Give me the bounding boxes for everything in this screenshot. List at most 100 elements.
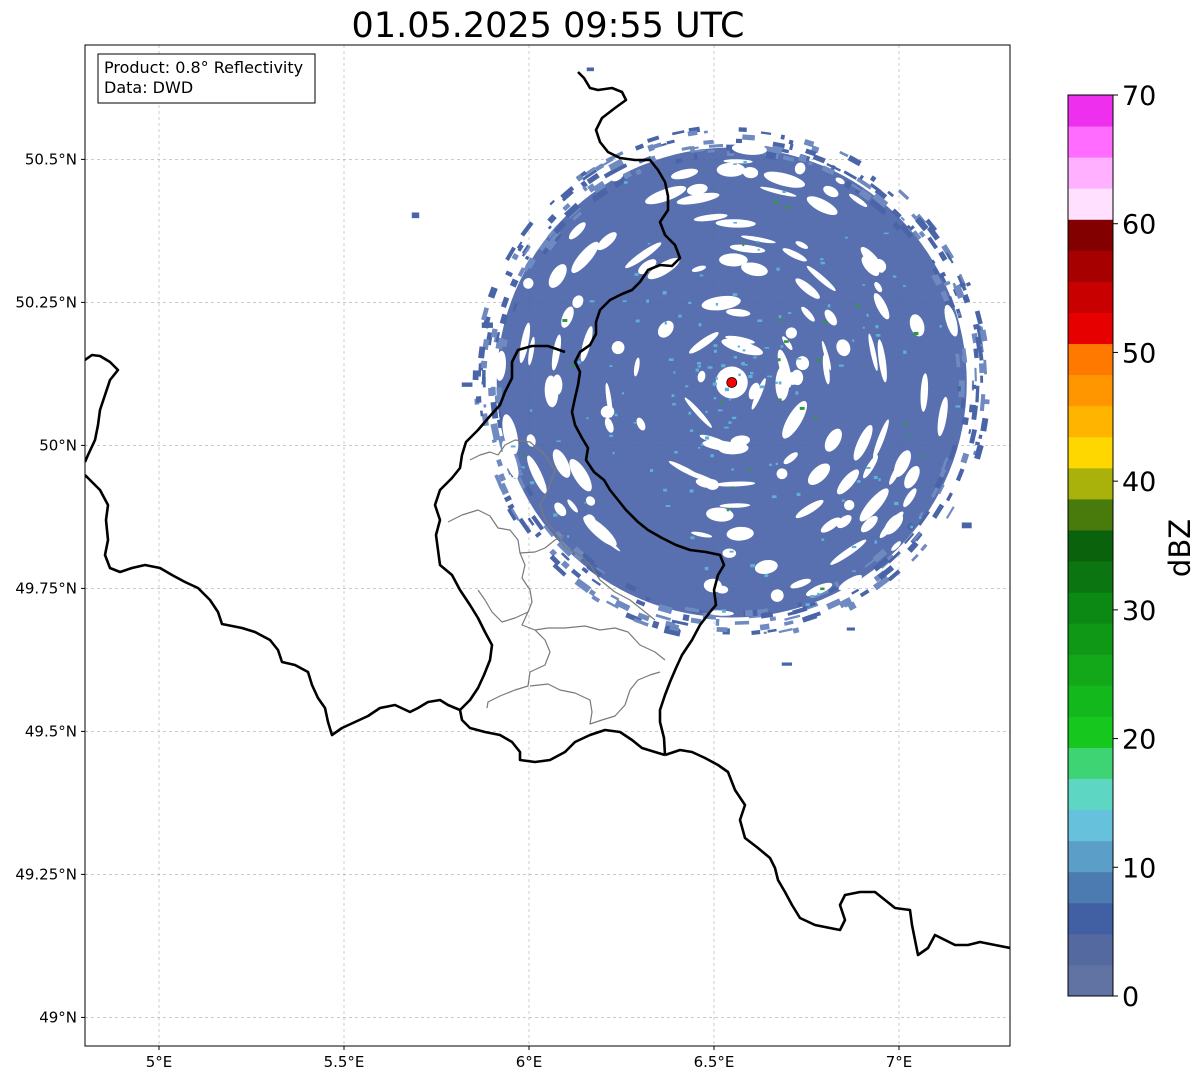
- radar-echo-speck: [918, 516, 922, 519]
- radar-echo-fringe: [562, 202, 571, 212]
- radar-echo-fringe: [925, 218, 938, 232]
- radar-echo-speck: [757, 319, 763, 322]
- colorbar-tick-label: 60: [1122, 210, 1156, 241]
- radar-echo-fringe: [759, 623, 770, 631]
- colorbar-segment: [1068, 312, 1113, 345]
- radar-echo-speck: [894, 501, 899, 506]
- radar-echo-fringe: [605, 156, 614, 164]
- radar-echo-fringe: [968, 429, 972, 435]
- radar-echo-gap: [526, 434, 536, 447]
- radar-echo-fringe: [974, 445, 982, 457]
- radar-echo-speck: [778, 381, 782, 385]
- radar-echo-fringe: [494, 395, 502, 404]
- radar-echo-speck: [712, 382, 717, 386]
- radar-echo-speck: [903, 285, 906, 287]
- radar-echo-gap: [806, 265, 836, 291]
- radar-echo-gap: [821, 340, 832, 371]
- colorbar-segment: [1068, 529, 1113, 562]
- radar-echo-speck: [684, 385, 689, 388]
- radar-echo-gap: [527, 455, 547, 494]
- radar-echo-gap: [843, 499, 855, 511]
- radar-echo-fringe: [547, 230, 561, 246]
- radar-echo-gap: [571, 241, 599, 274]
- radar-echo-speck: [696, 361, 702, 365]
- radar-echo-fringe: [897, 189, 910, 201]
- radar-echo-gap: [679, 468, 717, 483]
- radar-echo-fringe: [635, 168, 642, 176]
- radar-echo-fringe: [591, 578, 602, 586]
- radar-echo-fringe: [782, 155, 795, 162]
- radar-echo-speck: [688, 411, 692, 415]
- radar-echo-speck: [838, 364, 844, 367]
- radar-echo-speck: [939, 324, 942, 328]
- radar-echo-gap: [715, 481, 756, 487]
- radar-echo-fringe: [983, 359, 988, 375]
- radar-echo-speck: [729, 550, 734, 553]
- colorbar-tick-label: 40: [1122, 467, 1156, 498]
- radar-echo-fringe: [788, 139, 794, 145]
- radar-echo-gap: [633, 357, 640, 377]
- colorbar-ticks: 0 10 20 30 40 50 60 70: [1113, 81, 1156, 1013]
- radar-echo-speck: [771, 495, 777, 499]
- radar-echo-speck: [622, 300, 627, 303]
- radar-echo-fringe: [900, 216, 906, 222]
- colorbar-segment: [1068, 592, 1113, 624]
- radar-echo-speck: [713, 344, 718, 348]
- radar-echo-speck: [726, 508, 730, 512]
- radar-echo-speck: [733, 221, 737, 224]
- radar-echo-fringe: [708, 143, 724, 148]
- lon-tick-label: 6°E: [516, 1053, 543, 1071]
- radar-echo-speck: [715, 302, 718, 306]
- radar-echo-fringe: [980, 417, 989, 432]
- radar-echo-fringe: [549, 199, 555, 206]
- radar-echo-gap: [519, 322, 531, 364]
- radar-echo-fringe: [549, 554, 561, 566]
- radar-echo-gap: [937, 396, 948, 437]
- radar-echo-fringe: [498, 473, 506, 482]
- radar-echo-gap: [708, 610, 735, 616]
- radar-echo-gap: [824, 309, 837, 326]
- radar-echo-gap: [502, 414, 519, 455]
- radar-echo-speck: [764, 346, 770, 349]
- radar-echo-gap: [763, 171, 806, 188]
- radar-echo-fringe: [574, 578, 592, 593]
- luxembourg-district-border-8: [469, 451, 499, 461]
- radar-echo-speck: [817, 592, 820, 597]
- radar-echo-speck: [816, 359, 822, 362]
- radar-echo-speck: [612, 451, 615, 455]
- radar-echo-fringe: [580, 552, 595, 567]
- radar-echo-gap: [647, 257, 680, 280]
- radar-echo-fringe: [555, 565, 566, 575]
- radar-echo-isolated: [411, 212, 420, 219]
- radar-echo-speck: [920, 454, 924, 457]
- radar-echo-isolated: [461, 382, 473, 387]
- radar-echo-fringe: [595, 566, 606, 575]
- radar-echo-fringe: [588, 589, 596, 597]
- radar-echo-fringe: [650, 142, 662, 150]
- radar-echo-speck: [775, 462, 778, 465]
- radar-echo-fringe: [481, 307, 489, 321]
- radar-echo-speck: [700, 443, 704, 446]
- radar-echo-fringe: [856, 177, 873, 190]
- radar-echo-fringe: [838, 597, 853, 609]
- radar-echo-fringe: [872, 192, 889, 208]
- radar-echo-fringe: [812, 154, 826, 164]
- radar-echo-speck: [827, 304, 831, 308]
- radar-echo-speck: [883, 232, 889, 235]
- radar-echo-gap: [860, 515, 878, 533]
- radar-echo-fringe: [938, 250, 948, 262]
- radar-echo-fringe: [690, 617, 702, 625]
- radar-echo-gap: [726, 308, 751, 317]
- radar-echo-fringe: [610, 594, 620, 601]
- radar-echo-gap: [868, 333, 878, 371]
- radar-echo-gap: [638, 259, 657, 275]
- radar-echo-fringe: [637, 612, 650, 622]
- radar-echo-speck: [810, 595, 815, 598]
- radar-echo-fringe: [682, 614, 690, 622]
- radar-echo-fringe: [491, 438, 497, 444]
- radar-echo-fringe: [907, 540, 919, 553]
- radar-echo-fringe: [744, 609, 753, 617]
- radar-echo-gap: [944, 304, 958, 337]
- radar-echo-fringe: [844, 180, 853, 190]
- radar-echo-gap: [580, 326, 593, 362]
